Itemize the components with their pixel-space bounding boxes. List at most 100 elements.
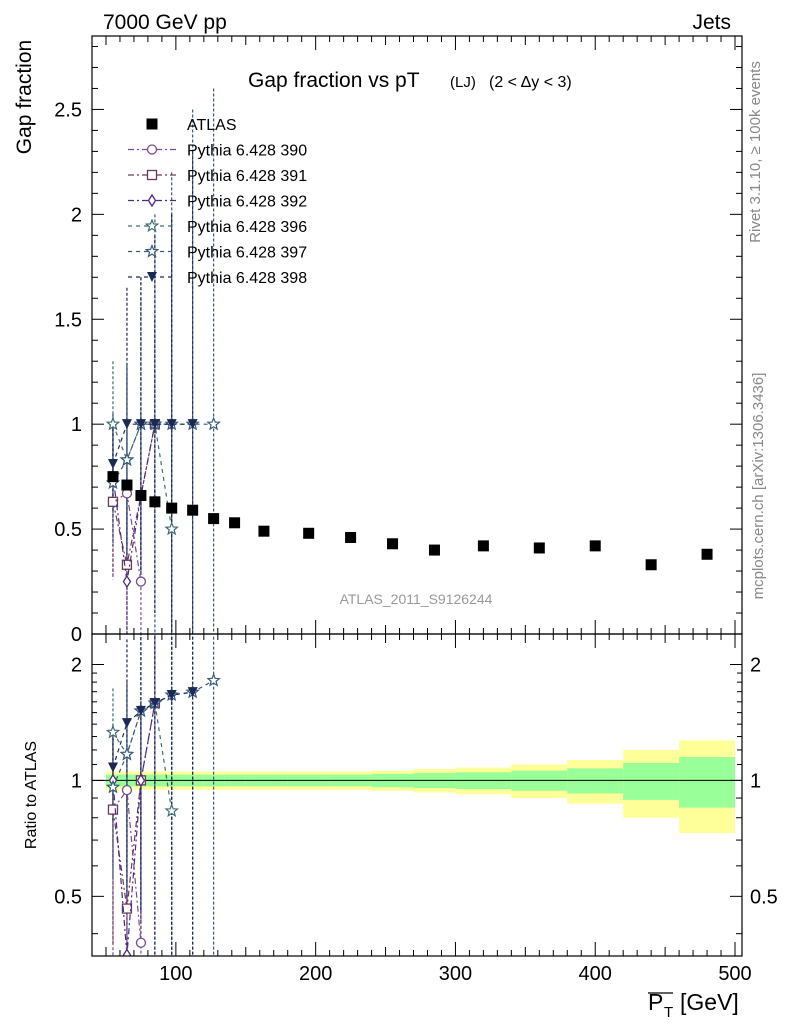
ratio-line-5 [112,679,214,788]
ratio-y-axis-label: Ratio to ATLAS [23,741,40,849]
y-tick-label: 0.5 [54,519,82,541]
source-label: mcplots.cern.ch [arXiv:1306.3436] [750,373,767,600]
legend-item-3: Pythia 6.428 392 [128,194,307,211]
legend-item-5: Pythia 6.428 397 [128,243,307,262]
legend-marker [146,169,158,181]
atlas-point [645,559,657,571]
atlas-point [258,525,270,537]
ratio-point [105,779,121,794]
x-axis-label-sub: T [664,1004,673,1021]
plot-title: Gap fraction vs pT (LJ) (2 < Δy < 3) [248,69,572,92]
series-line-6 [112,423,193,465]
atlas-marker-layer [107,471,713,571]
atlas-point [428,544,440,556]
atlas-point [589,540,601,552]
energy-label: 7000 GeV pp [103,11,227,34]
atlas-point [166,502,178,514]
ratio-point [135,937,147,948]
ratio-point [136,773,146,788]
ratio-point [121,784,133,796]
ratio-point [166,689,177,700]
legend-label: Pythia 6.428 397 [187,245,307,262]
series-point [135,576,147,587]
atlas-point [149,496,161,508]
series-point [122,574,132,589]
series-point [121,559,133,570]
ratio-band-inner [623,762,680,800]
legend-atlas-marker [146,118,158,130]
series-point [166,419,177,430]
series-point [107,459,118,470]
series-line-4 [112,423,173,530]
legend-marker [144,243,160,258]
ratio-line-2 [112,703,156,909]
y-tick-label: 2.5 [54,99,82,121]
atlas-point [135,490,147,502]
x-tick-label: 300 [439,963,472,985]
ratio-series-layer [105,672,221,956]
atlas-point [345,531,357,543]
ratio-line-6 [112,691,193,768]
atlas-point [121,479,133,491]
legend-label: Pythia 6.428 392 [187,194,307,211]
ratio-point [135,705,146,716]
ratio-point [164,803,179,818]
rivet-label: Rivet 3.1.10, ≥ 100k events [747,61,764,243]
series-point [164,521,179,536]
ratio-band-layer [105,740,736,834]
ratio-point [206,672,221,687]
ratio-tick-label: 0.5 [54,886,82,908]
legend-label: Pythia 6.428 390 [187,143,307,160]
atlas-point [701,548,713,560]
atlas-point [187,504,199,516]
ratio-point [122,948,132,956]
legend-item-4: Pythia 6.428 396 [128,218,307,236]
main-series-layer [105,416,221,589]
atlas-point [107,471,119,483]
legend-item-atlas: ATLAS [146,117,237,134]
ratio-tick-label: 1 [71,770,82,792]
title-sub-rapidity: (2 < Δy < 3) [489,74,572,91]
x-axis-title: P T [GeV] [648,989,739,1021]
series-point [121,419,132,430]
atlas-point [533,542,545,554]
x-tick-label: 200 [299,963,332,985]
ratio-band-inner [679,757,736,808]
legend-label: Pythia 6.428 396 [187,219,307,236]
legend-item-1: Pythia 6.428 390 [128,143,307,160]
legend-label: Pythia 6.428 391 [187,168,307,185]
ratio-frame [91,633,743,957]
atlas-point [208,513,220,525]
atlas-point [229,517,241,529]
ratio-point [107,762,118,773]
x-tick-label: 400 [579,963,612,985]
atlas-point [303,527,315,539]
series-point [206,416,221,431]
y-tick-label: 2 [71,204,82,226]
series-point [187,419,198,430]
ratio-point [107,804,119,815]
atlas-point [387,538,399,550]
category-label: Jets [692,11,731,34]
ratio-tick-label: 2 [71,654,82,676]
ratio-point [121,903,133,914]
ratio-tick-label-right: 0.5 [750,886,778,908]
series-point [107,496,119,507]
analysis-label: ATLAS_2011_S9126244 [340,591,493,607]
legend-item-2: Pythia 6.428 391 [128,168,307,185]
x-tick-label: 500 [718,963,751,985]
legend-marker [147,193,157,208]
legend-marker [146,144,158,155]
series-point [105,416,121,431]
legend-marker [147,272,157,282]
ratio-line-4 [112,702,173,812]
x-axis-label-p: P [648,989,663,1015]
title-main: Gap fraction vs pT [248,69,420,92]
series-point [119,452,135,467]
x-axis-label-unit: [GeV] [680,989,739,1015]
y-tick-label: 1 [71,414,82,436]
ratio-line-3 [112,694,172,956]
series-line-5 [112,423,214,484]
ratio-point [187,687,198,698]
